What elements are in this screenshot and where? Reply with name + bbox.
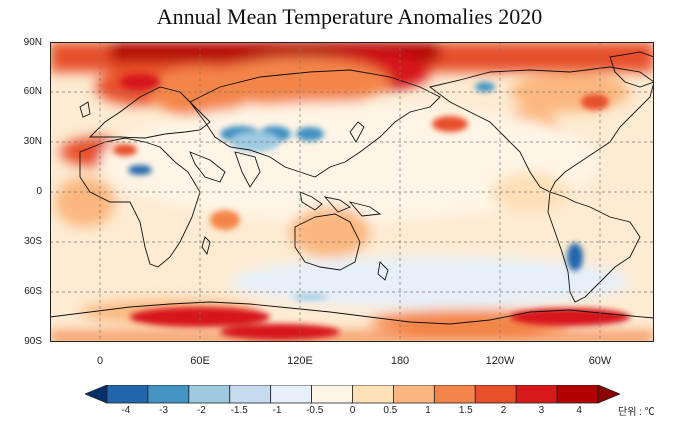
- colorbar-segment: [188, 385, 231, 404]
- colorbar-tick-label: 3: [538, 405, 545, 416]
- unit-label: 단위 : ℃: [618, 407, 655, 418]
- colorbar-segment: [311, 385, 353, 404]
- lon-label-0: 0: [96, 355, 104, 367]
- colorbar-tick-label: -1.5: [230, 405, 248, 416]
- lon-label-60w: 60W: [588, 355, 612, 367]
- lat-label-90s: 90S: [24, 336, 42, 347]
- colorbar: [85, 385, 620, 404]
- colorbar-tick-label: 0: [349, 405, 356, 416]
- colorbar-segment: [556, 385, 599, 404]
- lon-label-180: 180: [390, 355, 410, 367]
- colorbar-segment: [352, 385, 394, 404]
- colorbar-segment: [393, 385, 435, 404]
- colorbar-tick-label: -1: [272, 405, 282, 416]
- lat-label-90n: 90N: [23, 37, 42, 48]
- colorbar-segment: [474, 385, 517, 404]
- colorbar-tick-label: 1.5: [458, 405, 473, 416]
- colorbar-tick-label: -3: [159, 405, 169, 416]
- map-title: Annual Mean Temperature Anomalies 2020: [156, 4, 543, 29]
- colorbar-segment: [270, 385, 312, 404]
- colorbar-tick-label: -0.5: [306, 405, 324, 416]
- colorbar-segment: [433, 385, 476, 404]
- lat-label-30s: 30S: [24, 236, 42, 247]
- anomaly-map: [50, 42, 654, 342]
- gridlines: [50, 42, 654, 342]
- colorbar-min-triangle: [85, 385, 108, 404]
- lat-label-30n: 30N: [23, 136, 42, 147]
- colorbar-segment: [229, 385, 272, 404]
- coastlines: [50, 51, 654, 325]
- lat-label-eq: 0: [36, 186, 42, 197]
- colorbar-tick-label: 2: [500, 405, 507, 416]
- colorbar-tick-label: 4: [576, 405, 582, 416]
- colorbar-segment: [515, 385, 558, 404]
- colorbar-tick-label: -4: [121, 405, 131, 416]
- colorbar-tick-label: 0.5: [383, 405, 398, 416]
- lon-label-60e: 60E: [190, 355, 210, 367]
- colorbar-tick-label: -2: [196, 405, 206, 416]
- colorbar-segment: [106, 385, 149, 404]
- colorbar-cells: [85, 385, 620, 404]
- colorbar-segment: [147, 385, 190, 404]
- anomaly-map-svg: [50, 42, 654, 342]
- lat-label-60n: 60N: [23, 86, 42, 97]
- lon-label-120w: 120W: [485, 355, 515, 367]
- lon-label-120e: 120E: [287, 355, 313, 367]
- colorbar-max-triangle: [597, 385, 620, 404]
- map-frame: [50, 42, 654, 342]
- colorbar-tick-label: 1: [425, 405, 431, 416]
- lat-label-60s: 60S: [24, 286, 42, 297]
